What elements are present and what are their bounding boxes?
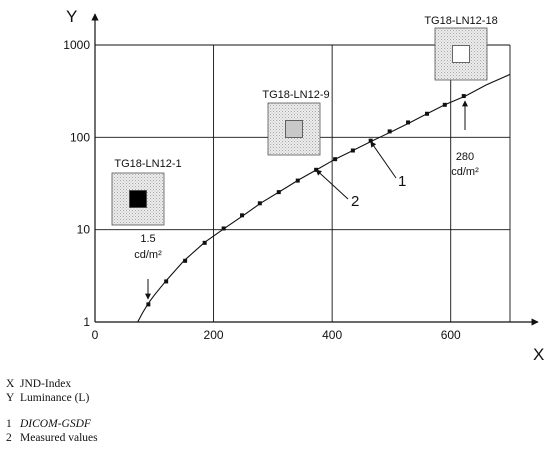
- callout-number: 1: [398, 173, 406, 190]
- patch-center: [285, 120, 303, 138]
- measured-point: [368, 138, 373, 143]
- y-tick-label: 10: [77, 223, 91, 237]
- luminance-value: 280: [456, 151, 474, 163]
- callout-number: 2: [351, 193, 359, 210]
- patch-label: TG18-LN12-18: [424, 15, 497, 27]
- patch-surround: [267, 102, 321, 156]
- dicom-gsdf-curve: [137, 73, 511, 323]
- measured-point: [425, 111, 429, 116]
- measured-point: [240, 213, 245, 218]
- measured-point: [295, 178, 300, 183]
- legend-key: Y: [6, 392, 15, 404]
- legend-key: 1: [6, 418, 12, 430]
- patch-label: TG18-LN12-1: [114, 158, 181, 170]
- x-axis-label: X: [533, 345, 544, 364]
- patch-label: TG18-LN12-9: [262, 89, 329, 101]
- y-axis-label: Y: [66, 7, 77, 26]
- measured-point: [202, 240, 207, 245]
- luminance-unit: cd/m²: [134, 249, 162, 261]
- legend-text: JND-Index: [20, 378, 72, 390]
- patch-center: [452, 45, 470, 63]
- measured-point: [333, 157, 338, 162]
- legend-row-y: Y Luminance (L): [6, 391, 98, 405]
- annotations: TG18-LN12-1 1.5 cd/m² TG18-LN12-9 TG18-LN12-…: [111, 15, 498, 300]
- callout-arrow: [315, 169, 349, 200]
- x-tick-label: 200: [204, 328, 224, 342]
- measured-point: [183, 258, 188, 263]
- x-tick-label: 600: [441, 328, 461, 342]
- legend-key: X: [6, 378, 15, 390]
- measured-point: [387, 129, 392, 134]
- x-tick-label: 0: [92, 328, 99, 342]
- measured-point: [146, 302, 151, 307]
- axes: YX: [66, 7, 544, 364]
- measured-point: [164, 279, 169, 284]
- x-tick-label: 400: [322, 328, 342, 342]
- legend-key: 2: [6, 432, 12, 444]
- measured-point: [350, 148, 355, 153]
- measured-point: [276, 190, 281, 195]
- y-tick-label: 1: [83, 315, 90, 329]
- legend-text: Luminance (L): [20, 392, 90, 404]
- legend-row-2: 2 Measured values: [6, 431, 98, 445]
- legend-row-1: 1 DICOM-GSDF: [6, 417, 98, 431]
- luminance-unit: cd/m²: [451, 166, 479, 178]
- measured-point: [221, 226, 226, 231]
- measured-point: [442, 102, 447, 107]
- patch-center: [129, 190, 147, 208]
- tick-labels: 0 200 400 600 1 10 100 1000: [63, 38, 461, 342]
- y-tick-label: 100: [70, 130, 90, 144]
- legend-text: DICOM-GSDF: [20, 418, 91, 430]
- measured-point: [461, 94, 466, 99]
- legend-text: Measured values: [20, 432, 98, 444]
- luminance-value: 1.5: [140, 233, 155, 245]
- series: [137, 73, 511, 323]
- measured-point: [257, 201, 262, 206]
- callout-arrow: [370, 141, 397, 179]
- measured-point: [406, 120, 411, 125]
- legend-row-x: X JND-Index: [6, 377, 98, 391]
- y-tick-label: 1000: [63, 38, 90, 52]
